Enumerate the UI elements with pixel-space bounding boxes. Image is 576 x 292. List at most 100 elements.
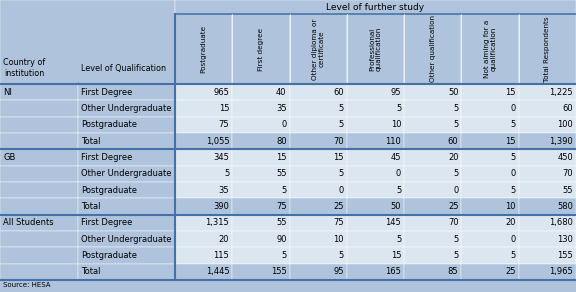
Text: 5: 5 [453, 251, 458, 260]
Bar [461, 264, 519, 280]
Text: 155: 155 [557, 251, 573, 260]
Text: 5: 5 [224, 169, 229, 178]
Bar [519, 215, 576, 231]
Bar [404, 133, 461, 149]
Text: 15: 15 [334, 153, 344, 162]
Text: 15: 15 [276, 153, 287, 162]
Bar [290, 84, 347, 100]
Bar [78, 133, 175, 149]
Text: 100: 100 [557, 120, 573, 129]
Text: 45: 45 [391, 153, 401, 162]
Bar [0, 117, 78, 133]
Bar [0, 84, 78, 100]
Bar [232, 117, 290, 133]
Bar [519, 14, 576, 84]
Bar [404, 264, 461, 280]
Text: 55: 55 [276, 218, 287, 227]
Bar [0, 280, 576, 292]
Text: 390: 390 [214, 202, 229, 211]
Bar [0, 100, 78, 117]
Text: 5: 5 [396, 104, 401, 113]
Text: 0: 0 [510, 104, 516, 113]
Text: 95: 95 [391, 88, 401, 97]
Bar [290, 215, 347, 231]
Bar [290, 149, 347, 166]
Bar [461, 182, 519, 198]
Bar [0, 215, 78, 231]
Bar [404, 100, 461, 117]
Text: Postgraduate: Postgraduate [81, 186, 137, 195]
Text: 20: 20 [505, 218, 516, 227]
Text: 130: 130 [557, 235, 573, 244]
Text: 5: 5 [510, 251, 516, 260]
Bar [232, 100, 290, 117]
Bar [0, 231, 78, 247]
Text: 5: 5 [339, 169, 344, 178]
Text: 965: 965 [214, 88, 229, 97]
Bar [0, 166, 78, 182]
Text: Professional
qualification: Professional qualification [369, 27, 382, 71]
Bar [290, 100, 347, 117]
Bar [461, 100, 519, 117]
Bar [519, 84, 576, 100]
Text: 20: 20 [448, 153, 458, 162]
Text: Other qualification: Other qualification [430, 15, 436, 83]
Bar [290, 133, 347, 149]
Text: NI: NI [3, 88, 12, 97]
Bar [347, 264, 404, 280]
Text: 1,390: 1,390 [550, 137, 573, 146]
Bar [461, 14, 519, 84]
Bar [290, 14, 347, 84]
Text: Level of Qualification: Level of Qualification [81, 63, 166, 72]
Bar [0, 198, 78, 215]
Bar [0, 133, 78, 149]
Bar [232, 149, 290, 166]
Text: 5: 5 [510, 153, 516, 162]
Bar [347, 149, 404, 166]
Bar [347, 14, 404, 84]
Text: 1,965: 1,965 [550, 267, 573, 276]
Bar [175, 231, 232, 247]
Bar [232, 133, 290, 149]
Bar [175, 182, 232, 198]
Text: 5: 5 [396, 186, 401, 195]
Text: Other diploma or
certificate: Other diploma or certificate [312, 18, 325, 80]
Bar [175, 117, 232, 133]
Bar [461, 149, 519, 166]
Bar [232, 84, 290, 100]
Bar [519, 247, 576, 264]
Bar [290, 166, 347, 182]
Text: Source: HESA: Source: HESA [3, 282, 51, 288]
Bar [519, 198, 576, 215]
Text: 155: 155 [271, 267, 287, 276]
Text: 145: 145 [385, 218, 401, 227]
Text: 60: 60 [562, 104, 573, 113]
Bar [175, 264, 232, 280]
Bar [175, 198, 232, 215]
Text: 85: 85 [448, 267, 458, 276]
Bar [78, 198, 175, 215]
Bar [461, 133, 519, 149]
Text: 345: 345 [214, 153, 229, 162]
Text: 110: 110 [385, 137, 401, 146]
Text: 1,225: 1,225 [550, 88, 573, 97]
Bar [461, 117, 519, 133]
Text: 450: 450 [557, 153, 573, 162]
Bar [0, 182, 78, 198]
Text: 580: 580 [557, 202, 573, 211]
Text: 10: 10 [334, 235, 344, 244]
Text: 20: 20 [219, 235, 229, 244]
Text: 25: 25 [334, 202, 344, 211]
Text: 90: 90 [276, 235, 287, 244]
Bar [0, 0, 175, 84]
Text: 15: 15 [505, 88, 516, 97]
Text: Other Undergraduate: Other Undergraduate [81, 169, 172, 178]
Bar [347, 133, 404, 149]
Bar [347, 84, 404, 100]
Text: First Degree: First Degree [81, 88, 132, 97]
Bar [404, 149, 461, 166]
Bar [404, 215, 461, 231]
Bar [347, 231, 404, 247]
Text: 10: 10 [505, 202, 516, 211]
Bar [175, 84, 232, 100]
